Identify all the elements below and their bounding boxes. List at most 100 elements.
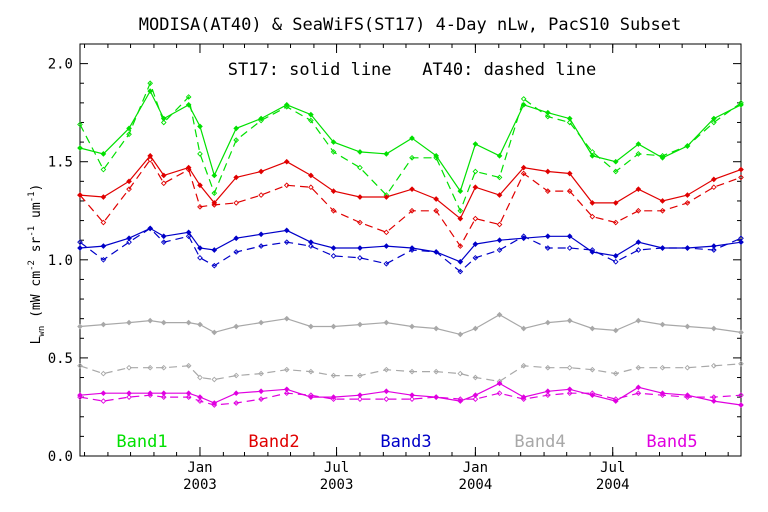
data-point-band1-dashed [612, 168, 619, 175]
data-point-band5-dashed [520, 396, 527, 402]
data-point-band1-dashed [308, 117, 314, 124]
data-point-band2-dashed [457, 243, 464, 249]
data-point-band1-dashed [197, 151, 203, 157]
data-point-band5-dashed [589, 390, 596, 397]
data-point-band3-dashed [496, 247, 503, 253]
data-point-band4-dashed [77, 362, 83, 369]
data-point-band4-solid [185, 319, 192, 326]
data-point-band2-dashed [357, 219, 363, 226]
data-point-band1-dashed [211, 190, 218, 196]
data-point-band3-dashed [635, 247, 642, 253]
data-point-band2-dashed [496, 221, 503, 228]
data-point-band2-solid [457, 215, 464, 222]
data-point-band2-dashed [520, 170, 527, 177]
data-point-band3-solid [566, 233, 573, 240]
data-point-band3-solid [496, 237, 503, 244]
y-axis-label-unit: (mW cm [29, 271, 44, 318]
data-point-band5-dashed [457, 396, 464, 402]
data-point-band2-solid [283, 158, 290, 165]
data-point-band5-solid [258, 388, 264, 395]
data-point-band1-dashed [472, 168, 479, 175]
data-point-band4-dashed [308, 368, 314, 375]
data-point-band4-dashed [211, 376, 218, 383]
series-line-band5-solid [79, 382, 742, 406]
data-point-band1-solid [589, 152, 596, 159]
data-point-band4-dashed [635, 364, 642, 371]
data-point-band1-dashed [409, 154, 415, 161]
data-point-band2-dashed [566, 188, 573, 194]
data-point-band2-solid [409, 186, 415, 193]
data-point-band4-dashed [383, 366, 390, 373]
data-point-band2-dashed [283, 182, 290, 189]
data-point-band4-dashed [710, 362, 717, 369]
data-point-band2-dashed [659, 207, 666, 214]
data-point-band3-dashed [211, 262, 218, 269]
data-point-band2-dashed [160, 180, 167, 187]
data-point-band4-solid [283, 315, 290, 322]
data-point-band3-solid [738, 239, 744, 245]
series-line-band1-dashed [79, 81, 742, 213]
data-point-band4-dashed [659, 364, 666, 371]
data-point-band5-dashed [383, 396, 390, 402]
data-point-band1-dashed [710, 119, 717, 126]
y-axis-label-exp-sr: -1 [27, 226, 37, 237]
x-tick-label-year: 2004 [596, 477, 630, 493]
data-point-band2-solid [710, 176, 717, 183]
data-point-band4-solid [100, 321, 107, 328]
y-axis-label-subscript: wn [37, 326, 47, 337]
data-point-band2-solid [589, 200, 596, 206]
data-point-band3-dashed [357, 255, 363, 261]
data-point-band3-dashed [147, 225, 154, 232]
data-point-band4-solid [472, 325, 479, 332]
data-point-band2-dashed [738, 174, 744, 181]
data-point-band4-dashed [684, 364, 691, 371]
data-point-band1-solid [612, 158, 619, 165]
data-point-band1-dashed [283, 103, 290, 110]
series-line-band3-solid [79, 227, 742, 263]
data-point-band2-dashed [185, 166, 192, 173]
data-point-band3-solid [635, 239, 642, 245]
data-point-band4-solid [738, 329, 744, 336]
data-point-band3-solid [544, 233, 551, 240]
data-point-band4-dashed [100, 370, 107, 377]
data-point-band5-dashed [100, 398, 107, 404]
data-point-band1-solid [457, 188, 464, 194]
data-point-band5-solid [100, 390, 107, 397]
plot-lines [77, 80, 744, 408]
data-point-band3-solid [283, 227, 290, 234]
data-point-band3-solid [330, 245, 337, 251]
data-point-band4-solid [457, 331, 464, 338]
data-point-band3-solid [258, 231, 264, 238]
data-point-band4-solid [258, 319, 264, 326]
data-point-band5-dashed [126, 394, 132, 400]
data-point-band3-solid [383, 243, 390, 249]
data-point-band2-solid [357, 194, 363, 200]
series-line-band4-dashed [79, 363, 742, 383]
data-point-band2-solid [197, 182, 203, 189]
data-point-band4-dashed [589, 366, 596, 373]
series-line-band4-solid [79, 314, 742, 336]
data-point-band3-dashed [330, 253, 337, 259]
data-point-band1-solid [126, 125, 132, 132]
data-point-band3-dashed [612, 258, 619, 265]
data-point-band2-solid [635, 186, 642, 193]
data-point-band1-dashed [457, 207, 464, 214]
data-point-band1-dashed [635, 151, 642, 157]
data-point-band3-dashed [308, 243, 314, 249]
data-point-band2-solid [233, 174, 240, 181]
data-point-band1-dashed [566, 119, 573, 126]
data-point-band5-dashed [544, 392, 551, 399]
data-point-band5-solid [233, 390, 240, 397]
data-point-band4-dashed [197, 374, 203, 381]
y-axis-label-um: um [29, 202, 44, 226]
data-point-band3-solid [100, 243, 107, 249]
data-point-band2-dashed [433, 207, 439, 214]
data-point-band2-solid [258, 168, 264, 175]
data-point-band4-solid [496, 311, 503, 318]
data-point-band2-dashed [472, 215, 479, 222]
data-point-band1-solid [147, 88, 154, 94]
data-point-band2-dashed [544, 188, 551, 194]
data-point-band3-dashed [520, 233, 527, 240]
data-point-band1-dashed [160, 119, 167, 126]
